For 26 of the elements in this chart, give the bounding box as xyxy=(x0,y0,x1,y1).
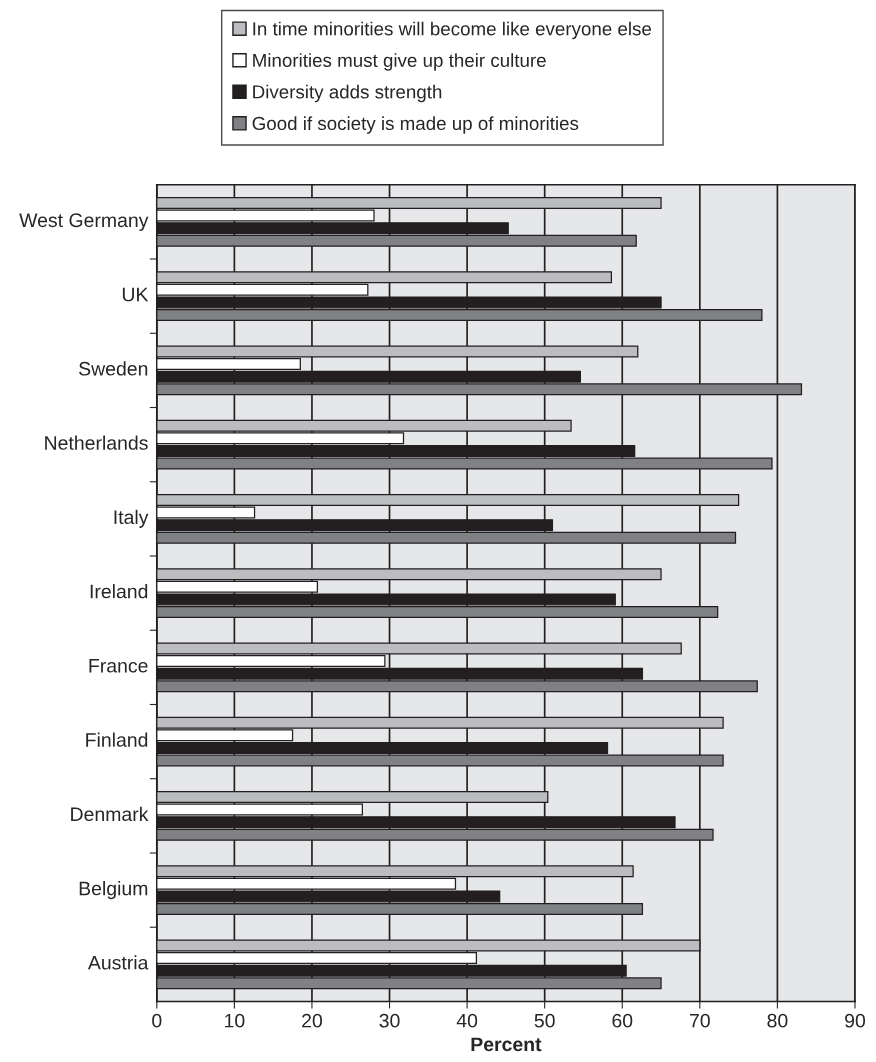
legend-label: Minorities must give up their culture xyxy=(253,53,546,71)
x-tick-label: 20 xyxy=(302,1013,323,1028)
y-tick-label: Austria xyxy=(87,955,149,970)
y-tick-label: Belgium xyxy=(79,881,148,900)
y-tick-label: Sweden xyxy=(79,361,148,376)
x-axis-title: Percent xyxy=(471,1037,542,1052)
x-tick-label: 10 xyxy=(225,1013,245,1028)
y-tick-label: Finland xyxy=(86,732,148,747)
x-tick-label: 30 xyxy=(379,1013,400,1028)
legend-label: Diversity adds strength xyxy=(253,84,442,103)
x-tick-label: 70 xyxy=(690,1013,710,1028)
x-tick-label: 80 xyxy=(767,1013,788,1028)
y-tick-label: Italy xyxy=(114,509,149,528)
y-tick-label: Netherlands xyxy=(45,435,148,450)
x-tick-label: 40 xyxy=(456,1013,478,1028)
y-tick-label: UK xyxy=(122,287,149,302)
y-tick-label: Denmark xyxy=(71,806,149,822)
x-tick-label: 90 xyxy=(845,1013,866,1028)
x-tick-label: 60 xyxy=(612,1013,633,1028)
x-tick-label: 0 xyxy=(152,1013,162,1028)
y-tick-label: France xyxy=(89,659,148,673)
y-tick-label: Ireland xyxy=(90,584,148,599)
y-tick-label: West Germany xyxy=(19,213,149,231)
legend-label: Good if society is made up of minorities xyxy=(252,116,579,134)
legend-label: In time minorities will become like everyone else xyxy=(253,21,652,40)
x-tick-label: 50 xyxy=(534,1013,555,1028)
